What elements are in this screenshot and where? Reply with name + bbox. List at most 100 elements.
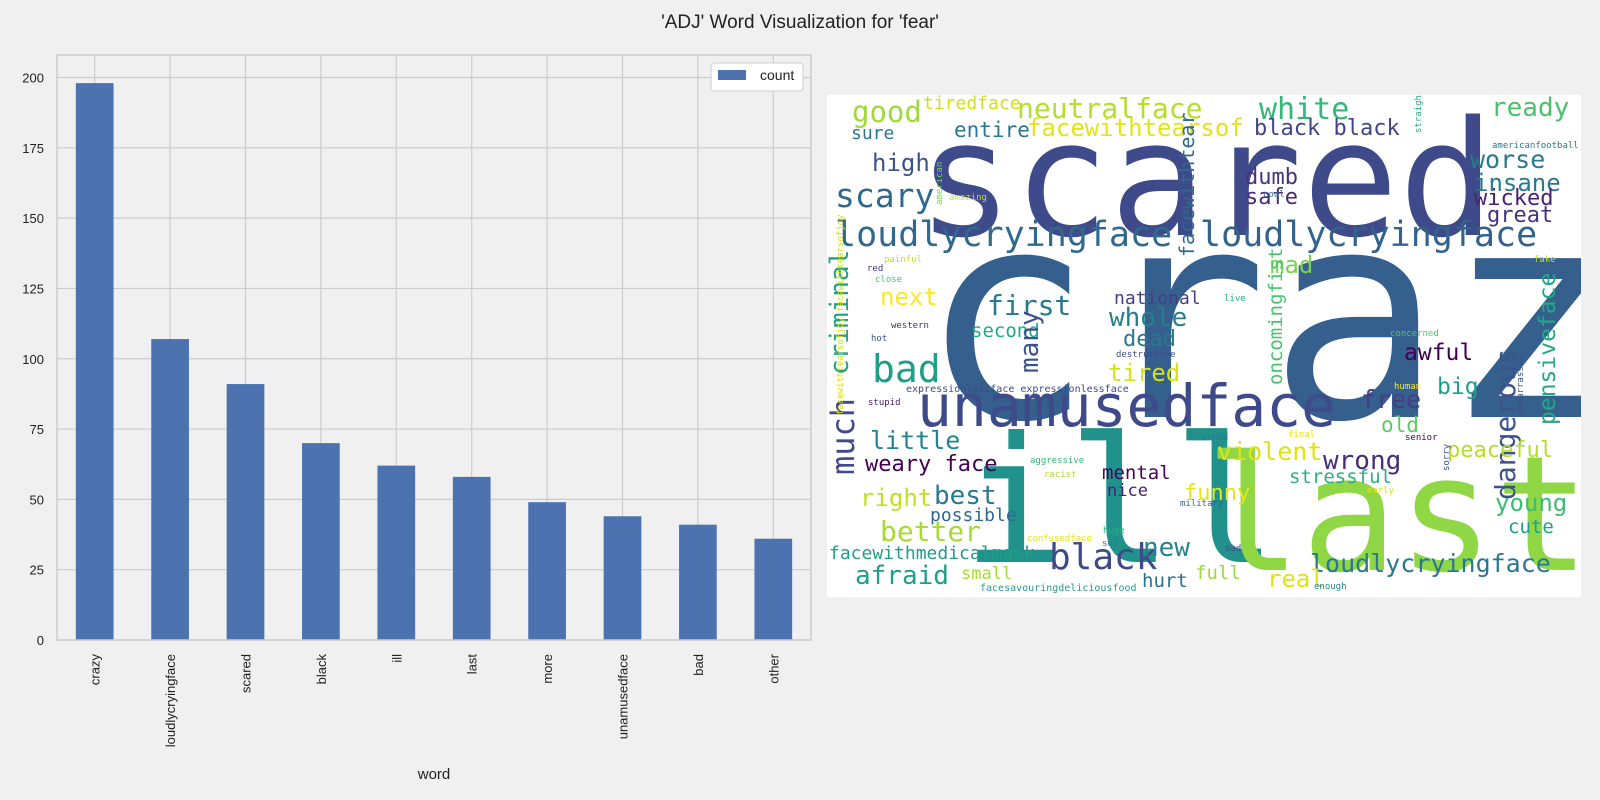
cloud-word: early <box>1367 486 1395 496</box>
cloud-word: unamusedface <box>917 372 1337 440</box>
cloud-word: worse <box>1470 145 1546 174</box>
cloud-word: free <box>1361 385 1422 414</box>
bar-last <box>452 476 491 640</box>
bar-other <box>754 538 793 640</box>
cloud-word: big <box>1437 374 1479 400</box>
cloud-word: straight <box>1414 95 1424 133</box>
cloud-word: loudlycryingface <box>1200 215 1538 255</box>
cloud-word: insane <box>1474 169 1561 197</box>
cloud-word: little <box>870 426 961 455</box>
cloud-word: entire <box>954 118 1030 142</box>
cloud-word: scared <box>917 95 1495 273</box>
cloud-word: new <box>1143 533 1190 563</box>
bars <box>75 83 793 640</box>
x-tick-labels: crazy loudlycryingface scared black ill last m… <box>88 653 782 747</box>
cloud-word: sure <box>851 123 895 144</box>
cloud-word: racist <box>1044 470 1077 480</box>
cloud-word: red <box>867 264 884 274</box>
bar-loudlycryingface <box>151 339 189 640</box>
cloud-word: high <box>872 149 930 177</box>
cloud-word: possible <box>930 505 1017 526</box>
cloud-word: concerned <box>1390 329 1439 339</box>
legend-swatch <box>718 70 746 80</box>
cloud-word: funny <box>1184 481 1251 506</box>
cloud-word: senior <box>1405 433 1438 443</box>
x-tick-label: scared <box>239 654 254 693</box>
cloud-word: wrong <box>1323 446 1402 476</box>
cloud-word: cute <box>1508 516 1554 538</box>
cloud-word: oncomingfist <box>1265 247 1287 385</box>
cloud-word: many <box>1015 310 1045 373</box>
cloud-word: last <box>1205 421 1581 597</box>
y-tick-label: 50 <box>30 492 44 507</box>
bar-crazy <box>75 83 114 640</box>
bar-unamusedface <box>603 516 642 640</box>
cloud-word: cool <box>1263 190 1285 200</box>
cloud-word: afraid <box>855 561 949 591</box>
cloud-word: western <box>891 321 929 331</box>
x-tick-label: crazy <box>88 654 103 686</box>
bar-bad <box>679 524 717 640</box>
bar-scared <box>226 384 265 640</box>
cloud-word: stupid <box>868 398 901 408</box>
cloud-word: tired <box>1108 359 1181 387</box>
figure-title: 'ADJ' Word Visualization for 'fear' <box>661 12 939 33</box>
cloud-word: facewithtearsof <box>1027 114 1244 142</box>
cloud-word: old <box>1381 413 1419 437</box>
cloud-word: sof <box>1102 539 1119 549</box>
cloud-word: great <box>1487 203 1554 228</box>
y-tick-label: 0 <box>37 633 44 648</box>
x-tick-label: more <box>540 654 555 684</box>
cloud-word: fake <box>1534 255 1556 265</box>
cloud-word: pensiveface <box>1535 272 1561 425</box>
cloud-word: national <box>1114 288 1201 309</box>
cloud-word: hot <box>871 334 888 344</box>
cloud-word: white <box>1259 95 1350 127</box>
cloud-word: full <box>1195 562 1241 584</box>
cloud-word: small <box>961 564 1013 584</box>
cloud-word: mental <box>1102 462 1171 484</box>
cloud-word: military <box>1180 499 1224 509</box>
cloud-word: ill <box>962 401 1279 597</box>
cloud-word: american <box>935 161 945 205</box>
cloud-word: aggressive <box>1030 456 1085 466</box>
cloud-word: armed <box>1201 433 1229 443</box>
cloud-word: ready <box>1491 95 1570 123</box>
cloud-word: enough <box>1314 582 1347 592</box>
cloud-word: dumb <box>1245 165 1298 190</box>
cloud-word: facesavouringdeliciousfood <box>980 583 1137 594</box>
y-tick-label: 25 <box>30 563 44 578</box>
cloud-word: americanfootball <box>1492 141 1579 151</box>
legend: count <box>710 62 804 92</box>
cloud-word: whole <box>1109 303 1188 333</box>
cloud-word: loudlycryingface <box>1310 549 1551 578</box>
cloud-word: crazy <box>919 149 1581 486</box>
cloud-word: weary face <box>865 452 998 477</box>
cloud-word: bad <box>872 347 941 391</box>
x-tick-label: bad <box>691 654 706 676</box>
cloud-word: embarrassed <box>1516 355 1526 415</box>
cloud-word: second <box>971 320 1040 342</box>
y-tick-label: 125 <box>22 281 44 296</box>
cloud-word: facewithmedicalmask <box>829 543 1035 564</box>
cloud-word: real <box>1267 565 1325 593</box>
cloud-word: wicked <box>1474 186 1554 211</box>
cloud-word: sad <box>1225 544 1242 554</box>
cloud-word: black <box>1049 537 1158 578</box>
cloud-word: black black <box>1254 116 1400 141</box>
cloud-word: mad <box>1270 251 1314 279</box>
plot-frame <box>56 54 812 641</box>
cloud-word: first <box>987 289 1072 322</box>
cloud-word: live <box>1224 294 1246 304</box>
bar-black <box>302 443 340 640</box>
x-tick-label: other <box>766 653 781 683</box>
cloud-word: loudlycryingface <box>835 215 1173 255</box>
y-tick-label: 175 <box>22 141 44 156</box>
x-tick-label: black <box>314 654 329 685</box>
cloud-word: peaceful <box>1447 438 1553 463</box>
x-tick-label: last <box>465 654 480 675</box>
cloud-word: neutralface <box>1017 95 1203 125</box>
y-tick-label: 200 <box>22 71 44 86</box>
cloud-word: dead <box>1123 327 1176 352</box>
cloud-word: better <box>880 515 982 548</box>
